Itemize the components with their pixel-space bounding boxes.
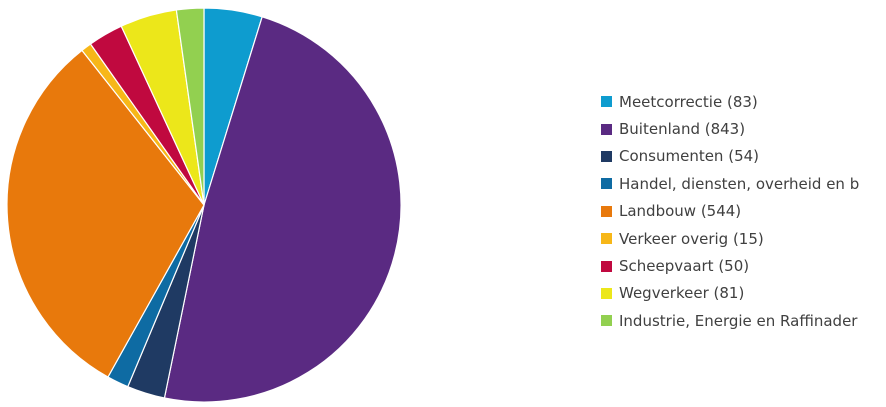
legend-label: Buitenland (843) [619, 120, 746, 139]
legend-item: Landbouw (544) [601, 198, 886, 225]
legend-label: Consumenten (54) [619, 147, 760, 166]
pie-slice-2 [163, 16, 402, 403]
legend-swatch [601, 178, 612, 190]
legend-label: Wegverkeer (81) [619, 284, 745, 303]
legend-swatch [601, 315, 612, 327]
legend-item: Scheepvaart (50) [601, 252, 886, 279]
legend-item: Meetcorrectie (83) [601, 88, 886, 115]
legend-swatch [601, 123, 612, 135]
chart-legend: Meetcorrectie (83) Buitenland (843) Consum… [601, 88, 886, 335]
legend-label: Meetcorrectie (83) [619, 92, 758, 111]
legend-label: Landbouw (544) [619, 202, 742, 221]
legend-label: Scheepvaart (50) [619, 257, 750, 276]
legend-swatch [601, 233, 612, 245]
pie-slice-9 [175, 7, 205, 206]
legend-item: Handel, diensten, overheid en b [601, 170, 886, 197]
legend-swatch [601, 150, 612, 162]
legend-swatch [601, 260, 612, 272]
legend-label: Verkeer overig (15) [619, 229, 764, 248]
legend-item: Wegverkeer (81) [601, 280, 886, 307]
legend-item: Consumenten (54) [601, 143, 886, 170]
legend-item: Verkeer overig (15) [601, 225, 886, 252]
legend-swatch [601, 96, 612, 108]
legend-swatch [601, 205, 612, 217]
legend-label: Industrie, Energie en Raffinader [619, 311, 858, 330]
pie-chart [6, 7, 402, 403]
legend-item: Buitenland (843) [601, 115, 886, 142]
pie-slice-5 [6, 49, 205, 378]
legend-item: Industrie, Energie en Raffinader [601, 307, 886, 334]
legend-swatch [601, 287, 612, 299]
legend-label: Handel, diensten, overheid en b [619, 174, 860, 193]
